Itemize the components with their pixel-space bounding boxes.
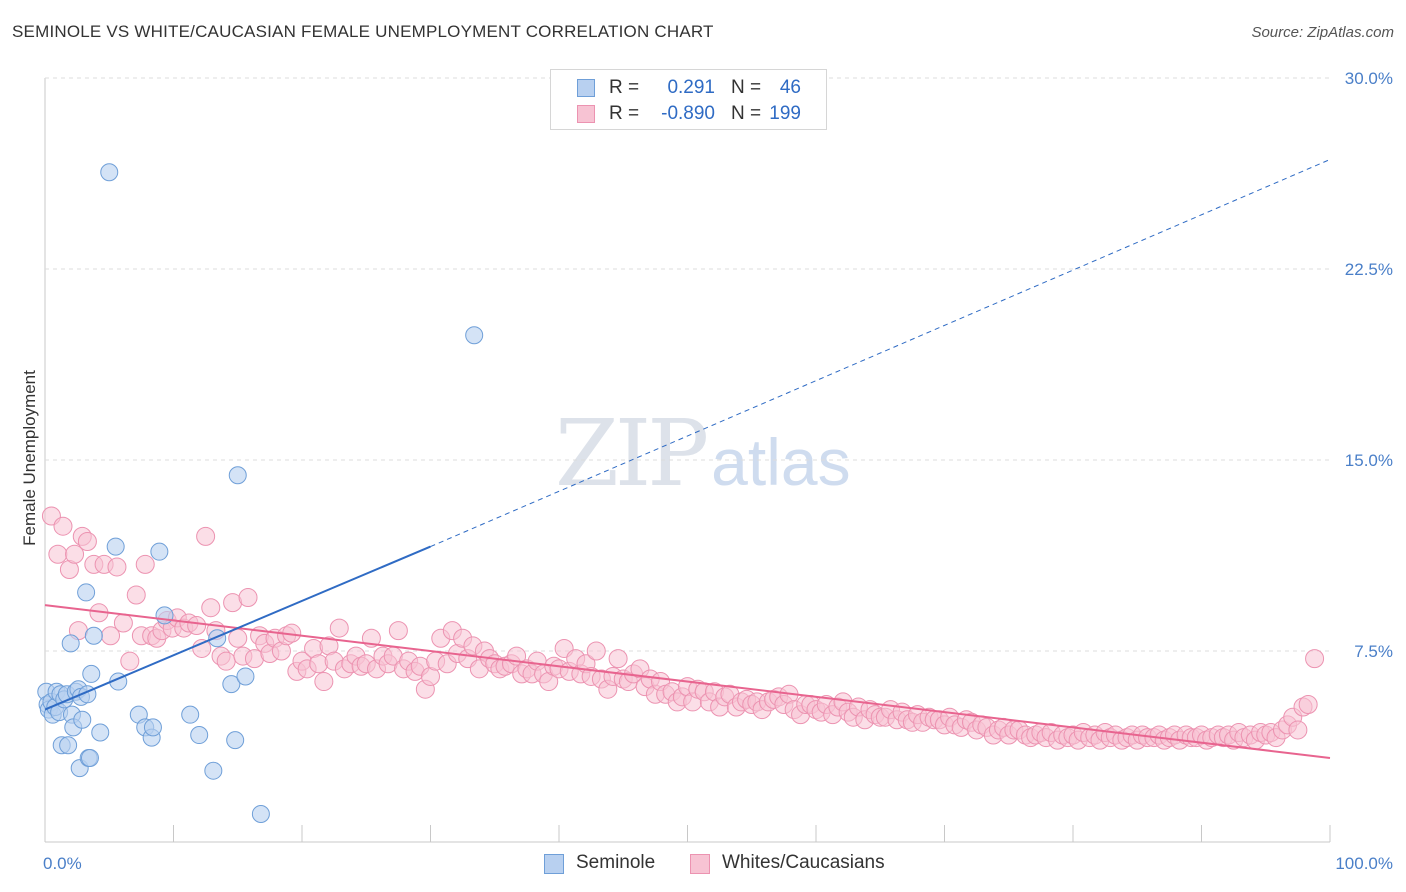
- seminole-trend-extension: [430, 159, 1331, 548]
- whites-point: [329, 618, 349, 638]
- whites-point: [1298, 694, 1318, 714]
- whites-point: [238, 588, 258, 608]
- n-label: N =: [731, 77, 762, 98]
- source-label: Source: ZipAtlas.com: [1251, 24, 1394, 41]
- n-value: 199: [769, 103, 801, 124]
- whites-point: [314, 672, 334, 692]
- legend-row-whites: R = -0.890 N = 199: [551, 101, 826, 127]
- whites-swatch: [577, 105, 595, 123]
- seminole-point: [106, 537, 125, 556]
- whites-trend-line: [44, 604, 1331, 759]
- bottom-legend-label: Whites/Caucasians: [722, 852, 885, 873]
- seminole-point: [61, 634, 80, 653]
- bottom-legend-label: Seminole: [576, 852, 656, 873]
- seminole-point: [143, 718, 162, 737]
- seminole-point: [155, 606, 174, 625]
- y-tick-label: 30.0%: [1345, 69, 1393, 88]
- seminole-point: [77, 583, 96, 602]
- whites-swatch: [690, 854, 710, 874]
- y-tick-label: 7.5%: [1354, 642, 1393, 661]
- x-tick-label: 0.0%: [43, 854, 82, 873]
- seminole-point: [100, 163, 119, 182]
- watermark: ZIPatlas: [555, 400, 851, 507]
- correlation-legend: R = 0.291 N = 46 R = -0.890 N = 199: [550, 69, 827, 130]
- whites-point: [126, 585, 146, 605]
- n-value: 46: [779, 77, 801, 98]
- seminole-point: [150, 542, 169, 561]
- seminole-point: [80, 748, 99, 767]
- whites-point: [388, 621, 408, 641]
- seminole-trend-line: [44, 545, 431, 711]
- whites-point: [1288, 720, 1308, 740]
- seminole-point: [465, 326, 484, 345]
- seminole-point: [204, 761, 223, 780]
- x-tick-label: 100.0%: [1335, 854, 1393, 873]
- whites-point: [608, 649, 628, 669]
- whites-point: [53, 516, 73, 536]
- whites-point: [135, 554, 155, 574]
- whites-point: [187, 616, 207, 636]
- seminole-swatch: [544, 854, 564, 874]
- y-tick-label: 15.0%: [1345, 451, 1393, 470]
- seminole-point: [84, 626, 103, 645]
- whites-point: [201, 598, 221, 618]
- seminole-point: [82, 664, 101, 683]
- legend-row-seminole: R = 0.291 N = 46: [551, 75, 826, 101]
- whites-point: [65, 544, 85, 564]
- n-label: N =: [731, 103, 762, 124]
- seminole-point: [190, 726, 209, 745]
- watermark-zip: ZIP: [555, 400, 709, 507]
- r-label: R =: [609, 77, 640, 98]
- seminole-point: [181, 705, 200, 724]
- whites-point: [228, 628, 248, 648]
- r-label: R =: [609, 103, 640, 124]
- whites-point: [586, 641, 606, 661]
- seminole-point: [236, 667, 255, 686]
- r-value: 0.291: [667, 77, 715, 98]
- seminole-point: [228, 466, 247, 485]
- r-value: -0.890: [661, 103, 715, 124]
- whites-point: [77, 531, 97, 551]
- whites-point: [196, 526, 216, 546]
- whites-point: [48, 544, 68, 564]
- chart-title: SEMINOLE VS WHITE/CAUCASIAN FEMALE UNEMP…: [12, 22, 714, 41]
- whites-point: [216, 651, 236, 671]
- watermark-atlas: atlas: [711, 425, 851, 499]
- whites-point: [120, 651, 140, 671]
- whites-point: [1305, 649, 1325, 669]
- seminole-point: [59, 736, 78, 755]
- whites-point: [192, 638, 212, 658]
- seminole-point: [73, 710, 92, 729]
- seminole-point: [226, 731, 245, 750]
- whites-point: [107, 557, 127, 577]
- seminole-point: [222, 675, 241, 694]
- seminole-point: [91, 723, 110, 742]
- y-tick-label: 22.5%: [1345, 260, 1393, 279]
- seminole-swatch: [577, 79, 595, 97]
- whites-point: [113, 613, 133, 633]
- seminole-point: [251, 804, 270, 823]
